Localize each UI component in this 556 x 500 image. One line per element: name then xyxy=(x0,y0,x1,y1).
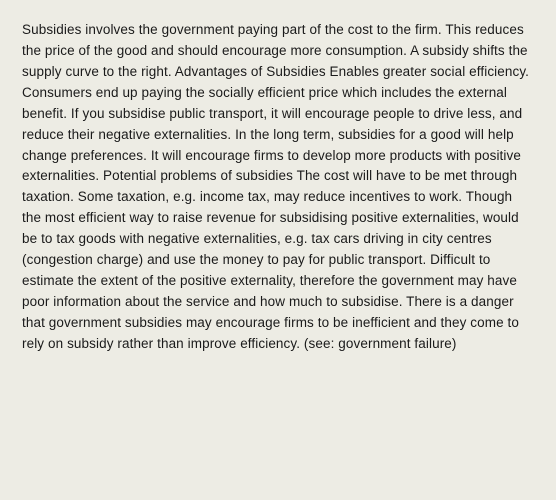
document-container: Subsidies involves the government paying… xyxy=(0,0,556,500)
body-text: Subsidies involves the government paying… xyxy=(22,20,534,355)
